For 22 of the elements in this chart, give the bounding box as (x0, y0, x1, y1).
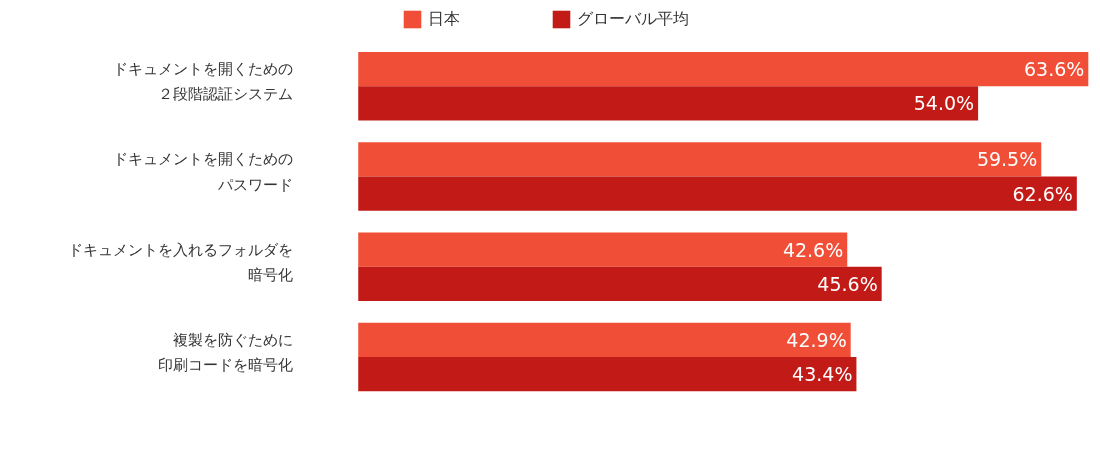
data-label: 42.6% (782, 238, 844, 261)
legend-label: グローバル平均 (577, 8, 689, 30)
bar (358, 86, 979, 121)
y-tick-label: ドキュメントを開くための２段階認証システム (112, 60, 293, 104)
legend-label: 日本 (428, 8, 460, 30)
data-label: 45.6% (817, 272, 878, 295)
bar (358, 176, 1077, 211)
y-tick-label: 複製を防ぐために印刷コードを暗号化 (157, 330, 293, 375)
data-label: 63.6% (1023, 58, 1085, 81)
bar (358, 357, 857, 392)
data-label: 59.5% (976, 148, 1038, 171)
data-label: 43.4% (792, 363, 853, 386)
data-label: 42.9% (786, 328, 847, 351)
bar (358, 142, 1042, 177)
bar (358, 232, 848, 267)
data-label: 62.6% (1012, 182, 1073, 205)
bar (358, 266, 882, 302)
y-tick-label: ドキュメントを入れるフォルダを暗号化 (67, 240, 293, 284)
data-label: 54.0% (913, 92, 975, 115)
bar (358, 322, 851, 358)
y-tick-label: ドキュメントを開くためのパスワード (112, 150, 293, 194)
bar (358, 51, 1089, 87)
